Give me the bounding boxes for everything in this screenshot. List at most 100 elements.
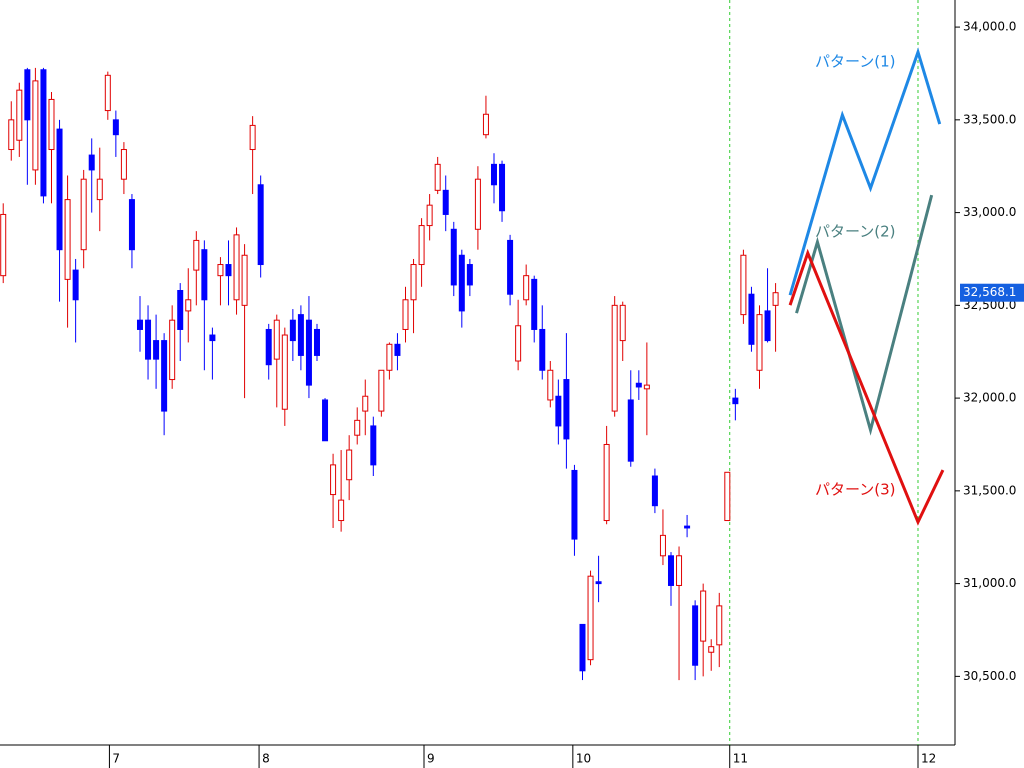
candle-body — [64, 199, 71, 280]
candle-body — [643, 384, 650, 390]
candle-body — [571, 469, 578, 540]
candle-body — [466, 264, 473, 286]
candle-body — [322, 399, 329, 442]
candle-body — [281, 334, 288, 410]
candle-body — [708, 646, 715, 653]
candle-body — [48, 98, 55, 151]
candle-body — [217, 264, 224, 277]
candle-body — [515, 325, 522, 362]
candle-body — [193, 239, 200, 271]
x-tick-label: 9 — [427, 752, 435, 766]
pattern-line — [788, 248, 945, 526]
x-tick-label: 11 — [733, 752, 748, 766]
candle-body — [56, 128, 63, 251]
candle-body — [233, 234, 240, 301]
candle-body — [297, 314, 304, 356]
candle-body — [772, 292, 779, 306]
candle-body — [354, 419, 361, 436]
candle-body — [547, 369, 554, 401]
candle-body — [667, 555, 674, 586]
candle-body — [523, 275, 530, 301]
candle-body — [273, 319, 280, 360]
candle-body — [394, 343, 401, 356]
candle-body — [579, 623, 586, 672]
candle-body — [764, 310, 771, 342]
candle-body — [402, 299, 409, 330]
candle-body — [72, 269, 79, 301]
candle-body — [185, 299, 192, 312]
candle-body — [418, 225, 425, 266]
candle-body — [153, 340, 160, 360]
candle-body — [265, 328, 272, 366]
y-tick-label: 31,500.0 — [963, 483, 1016, 497]
candle-body — [378, 369, 385, 412]
candle-body — [145, 319, 152, 360]
candle-body — [756, 314, 763, 371]
y-tick-label: 31,000.0 — [963, 576, 1016, 590]
candle-body — [450, 228, 457, 286]
y-tick-label: 33,500.0 — [963, 112, 1016, 126]
candle-body — [410, 264, 417, 301]
candle-body — [659, 534, 666, 557]
candle-body — [716, 605, 723, 646]
candle-body — [209, 334, 216, 342]
candle-body — [724, 471, 731, 522]
candle-body — [104, 74, 111, 112]
candle-body — [603, 443, 610, 522]
candle-body — [555, 395, 562, 427]
candle-body — [362, 395, 369, 412]
candle-body — [257, 184, 264, 266]
candle-body — [169, 319, 176, 381]
candle-body — [88, 154, 95, 171]
candle-body — [619, 304, 626, 342]
x-tick-label: 8 — [262, 752, 270, 766]
candle-body — [434, 163, 441, 191]
candle-body — [499, 163, 506, 212]
candle-body — [563, 379, 570, 440]
candle-body — [161, 340, 168, 412]
candle-body — [386, 343, 393, 371]
last-price-box — [960, 283, 1024, 302]
candle-body — [80, 178, 87, 251]
candle-body — [539, 328, 546, 371]
candle-body — [692, 605, 699, 666]
candle-body — [120, 149, 127, 180]
candle-body — [426, 204, 433, 227]
candle-body — [16, 89, 23, 141]
y-tick-label: 34,000.0 — [963, 20, 1016, 34]
y-tick-label: 30,500.0 — [963, 669, 1016, 683]
candle-body — [289, 319, 296, 342]
candle-body — [40, 69, 47, 197]
pattern-line — [795, 194, 934, 436]
candle-body — [700, 590, 707, 642]
candle-body — [627, 399, 634, 462]
y-tick-label: 32,000.0 — [963, 391, 1016, 405]
last-price-label: 32,568.1 — [963, 285, 1016, 299]
pattern-label: パターン(1) — [815, 53, 896, 71]
candle-body — [370, 425, 377, 466]
x-tick-label: 10 — [576, 752, 591, 766]
candle-body — [177, 290, 184, 330]
candle-body — [346, 449, 353, 481]
candle-body — [225, 264, 232, 277]
candle-body — [676, 555, 683, 586]
x-tick-label: 7 — [112, 752, 120, 766]
candle-body — [611, 304, 618, 412]
candle-body — [507, 239, 514, 295]
pattern-label: パターン(2) — [815, 223, 896, 241]
candle-body — [740, 254, 747, 316]
candle-body — [313, 328, 320, 356]
candle-body — [330, 464, 337, 496]
candle-body — [128, 199, 135, 251]
candle-body — [96, 178, 103, 201]
candle-body — [0, 213, 7, 277]
candle-body — [32, 80, 39, 171]
candle-body — [482, 113, 489, 136]
candle-body — [112, 119, 119, 136]
candle-body — [651, 475, 658, 507]
candle-body — [24, 69, 31, 121]
candle-body — [531, 278, 538, 330]
